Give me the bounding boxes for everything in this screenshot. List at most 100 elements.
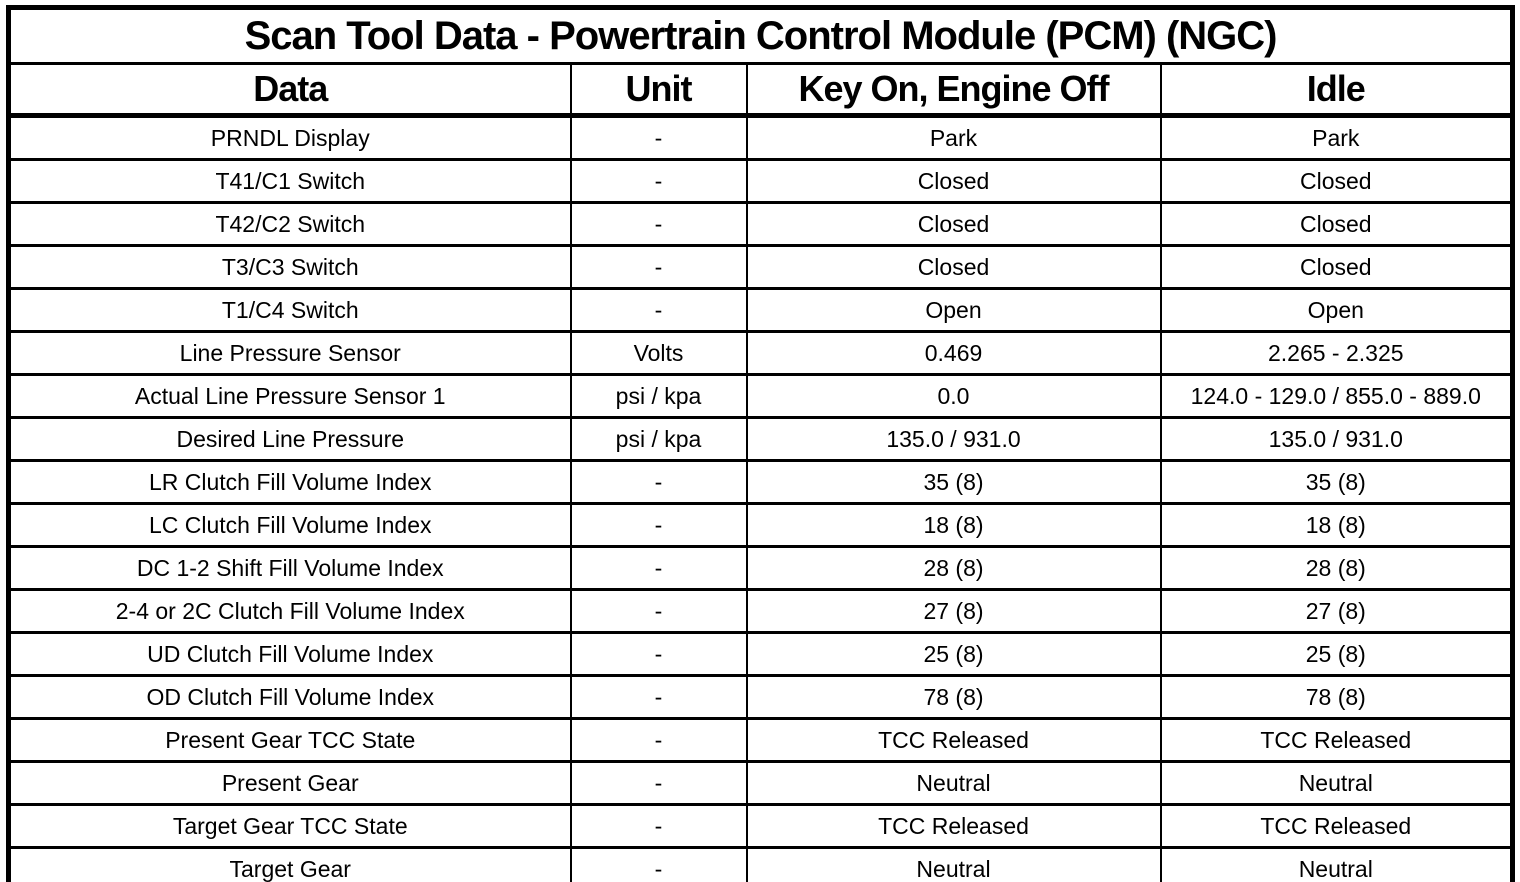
table-row: LR Clutch Fill Volume Index - 35 (8) 35 … bbox=[7, 459, 1514, 505]
table-row: PRNDL Display - Park Park bbox=[7, 114, 1514, 161]
cell-data: UD Clutch Fill Volume Index bbox=[7, 631, 572, 677]
cell-unit: - bbox=[569, 631, 748, 677]
cell-data: 2-4 or 2C Clutch Fill Volume Index bbox=[7, 588, 572, 634]
cell-idle: 27 (8) bbox=[1159, 588, 1514, 634]
table-row: T42/C2 Switch - Closed Closed bbox=[7, 201, 1514, 247]
table-row: Line Pressure Sensor Volts 0.469 2.265 -… bbox=[7, 330, 1514, 376]
cell-idle: Park bbox=[1159, 114, 1514, 161]
cell-unit: - bbox=[569, 502, 748, 548]
column-header-key-on-engine-off: Key On, Engine Off bbox=[745, 62, 1162, 118]
cell-idle: Open bbox=[1159, 287, 1514, 333]
column-header-unit: Unit bbox=[569, 62, 748, 118]
cell-key-on-engine-off: Closed bbox=[745, 158, 1162, 204]
cell-idle: Closed bbox=[1159, 244, 1514, 290]
cell-idle: 35 (8) bbox=[1159, 459, 1514, 505]
cell-unit: - bbox=[569, 846, 748, 882]
cell-key-on-engine-off: Closed bbox=[745, 244, 1162, 290]
cell-unit: - bbox=[569, 287, 748, 333]
scan-tool-data-table: Scan Tool Data - Powertrain Control Modu… bbox=[6, 5, 1516, 882]
table-row: Present Gear TCC State - TCC Released TC… bbox=[7, 717, 1514, 763]
cell-idle: 135.0 / 931.0 bbox=[1159, 416, 1514, 462]
column-header-row: Data Unit Key On, Engine Off Idle bbox=[7, 62, 1514, 118]
table-row: OD Clutch Fill Volume Index - 78 (8) 78 … bbox=[7, 674, 1514, 720]
table-row: LC Clutch Fill Volume Index - 18 (8) 18 … bbox=[7, 502, 1514, 548]
cell-data: LR Clutch Fill Volume Index bbox=[7, 459, 572, 505]
cell-key-on-engine-off: 25 (8) bbox=[745, 631, 1162, 677]
cell-idle: 25 (8) bbox=[1159, 631, 1514, 677]
cell-key-on-engine-off: 27 (8) bbox=[745, 588, 1162, 634]
cell-data: T41/C1 Switch bbox=[7, 158, 572, 204]
table-row: Target Gear TCC State - TCC Released TCC… bbox=[7, 803, 1514, 849]
cell-unit: Volts bbox=[569, 330, 748, 376]
table-row: 2-4 or 2C Clutch Fill Volume Index - 27 … bbox=[7, 588, 1514, 634]
table-row: Actual Line Pressure Sensor 1 psi / kpa … bbox=[7, 373, 1514, 419]
cell-data: T3/C3 Switch bbox=[7, 244, 572, 290]
cell-data: Present Gear TCC State bbox=[7, 717, 572, 763]
cell-key-on-engine-off: Park bbox=[745, 114, 1162, 161]
cell-unit: - bbox=[569, 201, 748, 247]
column-header-idle: Idle bbox=[1159, 62, 1514, 118]
cell-key-on-engine-off: 0.0 bbox=[745, 373, 1162, 419]
cell-idle: 78 (8) bbox=[1159, 674, 1514, 720]
cell-idle: 124.0 - 129.0 / 855.0 - 889.0 bbox=[1159, 373, 1514, 419]
cell-data: PRNDL Display bbox=[7, 114, 572, 161]
column-header-data: Data bbox=[7, 62, 572, 118]
cell-key-on-engine-off: 18 (8) bbox=[745, 502, 1162, 548]
cell-unit: - bbox=[569, 244, 748, 290]
cell-data: Line Pressure Sensor bbox=[7, 330, 572, 376]
cell-idle: 18 (8) bbox=[1159, 502, 1514, 548]
cell-data: Target Gear TCC State bbox=[7, 803, 572, 849]
table-row: Target Gear - Neutral Neutral bbox=[7, 846, 1514, 882]
cell-unit: - bbox=[569, 545, 748, 591]
table-row: UD Clutch Fill Volume Index - 25 (8) 25 … bbox=[7, 631, 1514, 677]
cell-data: T1/C4 Switch bbox=[7, 287, 572, 333]
cell-key-on-engine-off: 35 (8) bbox=[745, 459, 1162, 505]
cell-data: Present Gear bbox=[7, 760, 572, 806]
cell-key-on-engine-off: 78 (8) bbox=[745, 674, 1162, 720]
cell-unit: - bbox=[569, 717, 748, 763]
table-row: Present Gear - Neutral Neutral bbox=[7, 760, 1514, 806]
cell-data: Desired Line Pressure bbox=[7, 416, 572, 462]
cell-unit: - bbox=[569, 674, 748, 720]
cell-idle: 28 (8) bbox=[1159, 545, 1514, 591]
table-row: Desired Line Pressure psi / kpa 135.0 / … bbox=[7, 416, 1514, 462]
cell-key-on-engine-off: 0.469 bbox=[745, 330, 1162, 376]
cell-unit: - bbox=[569, 803, 748, 849]
table-row: T1/C4 Switch - Open Open bbox=[7, 287, 1514, 333]
cell-data: OD Clutch Fill Volume Index bbox=[7, 674, 572, 720]
cell-idle: Neutral bbox=[1159, 760, 1514, 806]
cell-key-on-engine-off: 28 (8) bbox=[745, 545, 1162, 591]
table-title: Scan Tool Data - Powertrain Control Modu… bbox=[7, 6, 1514, 65]
cell-idle: Closed bbox=[1159, 158, 1514, 204]
cell-key-on-engine-off: Neutral bbox=[745, 846, 1162, 882]
cell-idle: Closed bbox=[1159, 201, 1514, 247]
cell-data: DC 1-2 Shift Fill Volume Index bbox=[7, 545, 572, 591]
cell-idle: TCC Released bbox=[1159, 803, 1514, 849]
cell-unit: - bbox=[569, 588, 748, 634]
cell-key-on-engine-off: 135.0 / 931.0 bbox=[745, 416, 1162, 462]
cell-key-on-engine-off: Closed bbox=[745, 201, 1162, 247]
cell-key-on-engine-off: TCC Released bbox=[745, 717, 1162, 763]
cell-idle: 2.265 - 2.325 bbox=[1159, 330, 1514, 376]
table-row: T3/C3 Switch - Closed Closed bbox=[7, 244, 1514, 290]
cell-idle: TCC Released bbox=[1159, 717, 1514, 763]
cell-unit: - bbox=[569, 459, 748, 505]
cell-key-on-engine-off: Open bbox=[745, 287, 1162, 333]
cell-unit: psi / kpa bbox=[569, 416, 748, 462]
cell-key-on-engine-off: TCC Released bbox=[745, 803, 1162, 849]
table-row: T41/C1 Switch - Closed Closed bbox=[7, 158, 1514, 204]
cell-idle: Neutral bbox=[1159, 846, 1514, 882]
cell-data: LC Clutch Fill Volume Index bbox=[7, 502, 572, 548]
cell-data: Target Gear bbox=[7, 846, 572, 882]
cell-unit: psi / kpa bbox=[569, 373, 748, 419]
title-row: Scan Tool Data - Powertrain Control Modu… bbox=[7, 6, 1514, 65]
cell-unit: - bbox=[569, 114, 748, 161]
cell-unit: - bbox=[569, 760, 748, 806]
cell-key-on-engine-off: Neutral bbox=[745, 760, 1162, 806]
table-row: DC 1-2 Shift Fill Volume Index - 28 (8) … bbox=[7, 545, 1514, 591]
table-body: PRNDL Display - Park Park T41/C1 Switch … bbox=[7, 114, 1514, 882]
cell-data: Actual Line Pressure Sensor 1 bbox=[7, 373, 572, 419]
cell-data: T42/C2 Switch bbox=[7, 201, 572, 247]
cell-unit: - bbox=[569, 158, 748, 204]
